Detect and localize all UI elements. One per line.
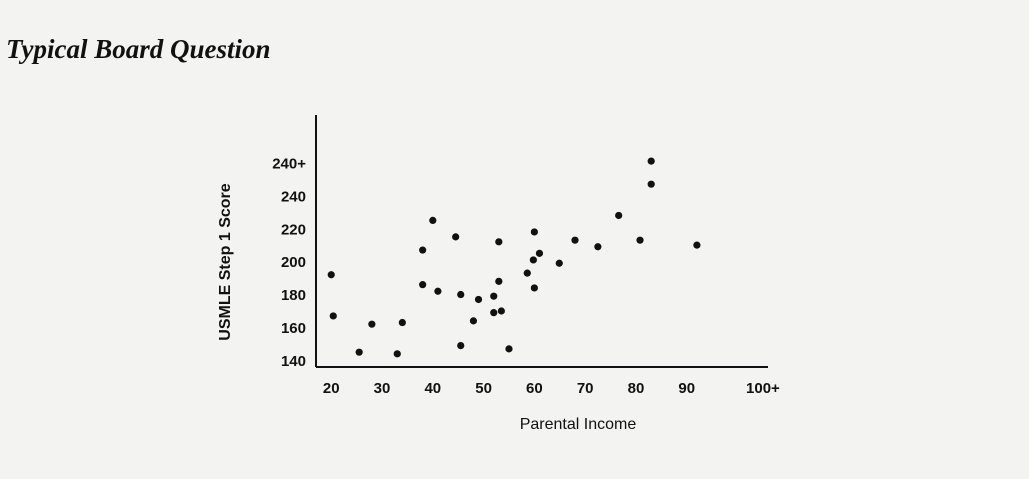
x-tick-label: 100+ <box>746 380 780 397</box>
point <box>434 287 442 295</box>
point <box>571 236 579 244</box>
point <box>474 295 483 304</box>
point <box>530 284 538 292</box>
x-tick-label: 40 <box>424 380 441 397</box>
point <box>452 233 460 241</box>
point <box>647 180 655 188</box>
x-axis-label: Parental Income <box>520 416 637 433</box>
y-tick-label: 240+ <box>272 155 306 172</box>
y-tick-label: 140 <box>281 353 306 370</box>
y-axis-label: USMLE Step 1 Score <box>217 183 234 340</box>
x-tick-label: 70 <box>577 380 594 397</box>
point <box>693 241 701 249</box>
point <box>594 243 602 251</box>
x-tick-label: 90 <box>678 380 695 397</box>
point <box>419 281 427 289</box>
point <box>457 341 465 350</box>
y-tick-label: 200 <box>281 254 306 271</box>
point <box>469 317 478 325</box>
point <box>457 290 465 299</box>
point <box>535 249 544 257</box>
point <box>355 348 363 356</box>
point <box>555 259 563 267</box>
point <box>647 157 655 165</box>
x-tick-label: 80 <box>628 380 645 397</box>
y-tick-label: 160 <box>281 320 306 337</box>
point <box>495 277 503 285</box>
point <box>490 309 498 317</box>
point <box>429 216 437 225</box>
point <box>490 292 498 300</box>
point <box>529 256 537 264</box>
point <box>636 236 644 244</box>
point <box>393 350 401 358</box>
point <box>327 271 335 279</box>
point <box>497 307 505 315</box>
chart-title: Typical Board Question <box>6 34 271 64</box>
x-tick-label: 50 <box>475 380 492 397</box>
point <box>419 246 427 254</box>
y-tick-label: 220 <box>281 221 306 238</box>
point <box>523 269 531 277</box>
point <box>329 312 337 320</box>
y-tick-label: 240 <box>281 188 306 205</box>
point <box>495 238 503 246</box>
x-tick-label: 30 <box>374 380 391 397</box>
y-tick-label: 180 <box>281 287 306 304</box>
point <box>398 318 406 327</box>
x-tick-label: 60 <box>526 380 543 397</box>
point <box>530 228 538 236</box>
x-tick-label: 20 <box>323 380 340 397</box>
point <box>505 345 513 353</box>
point <box>368 320 376 328</box>
point <box>615 211 623 220</box>
